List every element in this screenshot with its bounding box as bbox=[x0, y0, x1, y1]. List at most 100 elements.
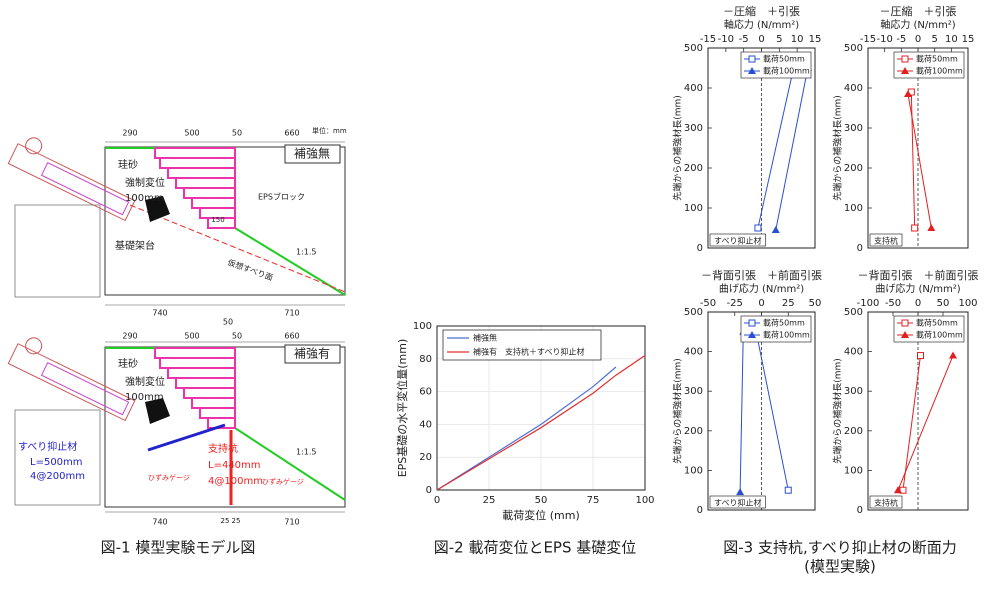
loading-jack bbox=[7, 137, 136, 222]
legend-marker bbox=[748, 67, 756, 74]
x-tick-label: 50 bbox=[809, 298, 822, 309]
legend-marker bbox=[748, 319, 756, 327]
slope-line bbox=[234, 227, 346, 296]
marker bbox=[754, 224, 762, 232]
base-frame bbox=[14, 409, 101, 506]
marker bbox=[904, 90, 912, 97]
x-tick-label: 0 bbox=[915, 34, 921, 45]
dimension: 710 bbox=[284, 309, 299, 318]
y-tick-label: 100 bbox=[684, 465, 703, 476]
legend-label: 載荷50mm bbox=[916, 318, 958, 328]
x-tick-label: -10 bbox=[876, 34, 892, 45]
y-tick-label: 300 bbox=[684, 386, 703, 397]
annotation-box bbox=[709, 495, 766, 509]
y-tick-label: 100 bbox=[684, 203, 703, 214]
y-tick-label: 400 bbox=[844, 83, 863, 94]
chart-subtitle: 曲げ応力 (N/mm²) bbox=[719, 282, 804, 295]
x-tick-label: -5 bbox=[896, 34, 906, 45]
eps-block bbox=[154, 147, 236, 229]
x-tick-label: 0 bbox=[434, 495, 440, 506]
chart-title: －圧縮 ＋引張 bbox=[723, 4, 800, 18]
gauge-label: ひずみゲージ bbox=[148, 473, 190, 482]
soil-label: 珪砂 bbox=[118, 357, 138, 370]
marker bbox=[917, 352, 924, 360]
label-box bbox=[284, 144, 341, 164]
annotation: すべり抑止材 bbox=[714, 236, 761, 246]
x-tick-label: 25 bbox=[782, 298, 795, 309]
legend-label: 載荷100mm bbox=[763, 66, 810, 76]
legend-label: 載荷100mm bbox=[916, 330, 963, 340]
y-axis-label: 先端からの補強材長(mm) bbox=[832, 95, 844, 201]
marker bbox=[736, 488, 745, 496]
x-tick-label: 0 bbox=[915, 298, 921, 309]
caption: 図-2 載荷変位とEPS 基礎変位 bbox=[434, 539, 637, 557]
slope-label: 1:1.5 bbox=[296, 448, 317, 457]
x-tick-label: 5 bbox=[931, 34, 937, 45]
y-tick-label: 400 bbox=[844, 347, 863, 358]
x-tick-label: 10 bbox=[791, 34, 804, 45]
legend-label: 載荷100mm bbox=[763, 330, 810, 340]
marker bbox=[911, 224, 919, 232]
series-line bbox=[907, 93, 932, 229]
chart-subtitle: 曲げ応力 (N/mm²) bbox=[875, 282, 960, 295]
x-tick-label: 15 bbox=[809, 34, 822, 45]
chart-title: －背面引張 ＋前面引張 bbox=[701, 268, 822, 282]
x-axis-label: 載荷変位 (mm) bbox=[502, 508, 580, 522]
base-frame bbox=[14, 204, 101, 298]
x-tick-label: 50 bbox=[535, 495, 548, 506]
dimension: 25 bbox=[221, 517, 230, 525]
slip-surface bbox=[129, 204, 346, 293]
annotation: 支持杭 bbox=[874, 498, 898, 508]
series-line bbox=[755, 331, 789, 491]
load-arrow bbox=[145, 398, 170, 424]
x-tick-label: 5 bbox=[776, 34, 782, 45]
dimension: 500 bbox=[184, 129, 199, 138]
legend-marker bbox=[901, 319, 909, 327]
case-label: 補強有 bbox=[294, 347, 330, 361]
eps-label: EPSブロック bbox=[258, 192, 305, 202]
y-tick-label: 200 bbox=[684, 163, 703, 174]
legend-label: 補強無 bbox=[473, 333, 497, 343]
load-label: 100mm bbox=[125, 193, 164, 204]
unit-note: 単位：mm bbox=[312, 126, 347, 135]
y-tick-label: 80 bbox=[419, 354, 432, 365]
caption: 図-1 模型実験モデル図 bbox=[101, 539, 256, 557]
y-tick-label: 100 bbox=[844, 203, 863, 214]
anti-slip-member bbox=[147, 423, 226, 452]
model-diagram: 290 500 50 660 単位：mm 補強無 珪砂 強制変位 100mm E… bbox=[7, 126, 347, 527]
dimension: 50 bbox=[232, 129, 242, 138]
legend-label: 載荷50mm bbox=[763, 318, 805, 328]
y-tick-label: 60 bbox=[419, 387, 432, 398]
series-line bbox=[775, 67, 809, 231]
chart-subtitle: 軸応力 (N/mm²) bbox=[880, 18, 955, 31]
legend-label: 載荷100mm bbox=[916, 66, 963, 76]
legend-box bbox=[442, 329, 602, 361]
legend-label: 補強有 支持杭＋すべり抑止材 bbox=[473, 347, 584, 357]
dimension: 660 bbox=[284, 129, 299, 138]
x-tick-label: 0 bbox=[758, 34, 764, 45]
y-tick-label: 200 bbox=[844, 426, 863, 437]
y-axis-label: 先端からの補強材長(mm) bbox=[832, 358, 844, 464]
member-label: 4@200mm bbox=[30, 471, 85, 482]
y-tick-label: 400 bbox=[684, 347, 703, 358]
y-tick-label: 200 bbox=[844, 163, 863, 174]
x-tick-label: -15 bbox=[700, 34, 716, 45]
annotation-box bbox=[869, 495, 903, 509]
pile-label: L=440mm bbox=[208, 460, 261, 471]
gauge-label: ひずみゲージ bbox=[262, 477, 304, 486]
loading-jack bbox=[7, 337, 136, 422]
annotation-box bbox=[869, 233, 903, 247]
y-axis-label: 先端からの補強材長(mm) bbox=[672, 95, 684, 201]
label-box bbox=[284, 344, 341, 364]
marker bbox=[927, 224, 936, 231]
x-tick-label: -10 bbox=[718, 34, 734, 45]
legend-marker bbox=[901, 55, 909, 63]
x-tick-label: 0 bbox=[758, 298, 764, 309]
marker bbox=[784, 486, 792, 494]
x-tick-label: 100 bbox=[958, 298, 977, 309]
dimension: 660 bbox=[284, 332, 299, 341]
member-label: すべり抑止材 bbox=[18, 440, 77, 453]
member-label: L=500mm bbox=[30, 457, 83, 468]
dimension: 740 bbox=[152, 518, 167, 527]
